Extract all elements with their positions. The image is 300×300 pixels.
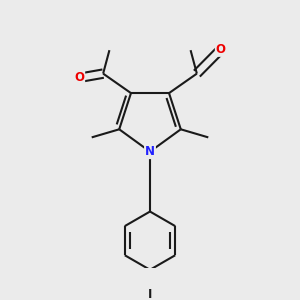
Text: I: I [148, 288, 152, 300]
Text: N: N [145, 145, 155, 158]
Text: O: O [74, 71, 84, 84]
Text: O: O [216, 43, 226, 56]
